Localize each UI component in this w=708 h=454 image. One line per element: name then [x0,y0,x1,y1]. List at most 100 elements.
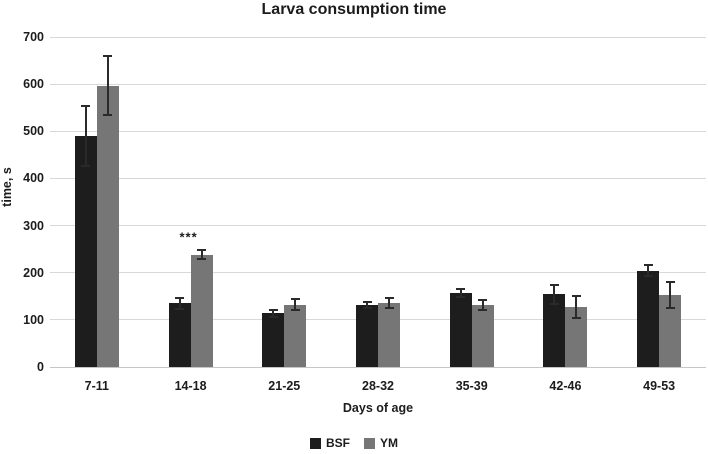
error-bar-cap-bottom [175,307,185,310]
error-bar-stem [481,299,484,312]
y-tick-label-0: 0 [37,359,44,374]
legend-swatch-bsf [310,437,321,449]
error-bar-cap-top [290,298,300,301]
y-tick-label-700: 700 [23,29,44,44]
gridline-700 [50,36,706,38]
x-axis-baseline [50,367,706,368]
gridline-300 [50,225,706,227]
bar-ym-14-18 [190,254,213,367]
error-bar-cap-bottom [456,296,466,299]
bar-bsf-35-39 [449,293,472,367]
bar-bsf-7-11 [74,136,97,367]
bar-ym-42-46 [565,307,588,367]
error-bar-cap-top [571,294,581,297]
bar-bsf-28-32 [356,305,378,367]
x-tick-label-28-32: 28-32 [362,379,394,393]
error-bar-cap-top [456,287,466,290]
legend-label-bsf: BSF [326,436,350,450]
error-bar-cap-top [103,55,113,58]
x-tick-label-21-25: 21-25 [268,379,301,393]
bar-ym-21-25 [284,304,307,367]
error-bar-cap-bottom [103,113,113,116]
error-bar-cap-bottom [643,275,653,278]
y-axis-ticks: 0 100 200 300 400 500 600 700 [0,31,44,373]
legend-item-bsf: BSF [310,437,350,449]
error-bar-ym-7-11 [103,55,113,116]
y-tick-label-100: 100 [23,312,44,327]
legend-swatch-ym [364,437,375,449]
y-tick-label-400: 400 [23,171,44,186]
error-bar-cap-bottom [549,303,559,306]
bar-ym-28-32 [378,302,400,367]
error-bar-bsf-7-11 [81,105,91,167]
error-bar-ym-35-39 [478,299,488,312]
error-bar-stem [106,55,109,116]
error-bar-stem [388,297,390,309]
error-bar-ym-21-25 [290,298,300,312]
error-bar-cap-bottom [478,309,488,312]
error-bar-bsf-42-46 [549,283,559,306]
y-tick-label-300: 300 [23,218,44,233]
error-bar-cap-bottom [290,309,300,312]
error-bar-cap-bottom [197,258,207,261]
bar-ym-35-39 [471,305,494,367]
error-bar-stem [553,283,556,306]
bar-bsf-42-46 [543,294,566,367]
bar-bsf-14-18 [168,303,191,367]
error-bar-bsf-49-53 [643,264,653,278]
y-tick-label-600: 600 [23,76,44,91]
bar-ym-49-53 [659,294,682,367]
error-bar-cap-top [665,280,675,283]
plot-area: *** [50,36,706,368]
x-tick-label-42-46: 42-46 [549,379,582,393]
error-bar-ym-14-18 [197,249,207,261]
legend-item-ym: YM [364,437,398,449]
error-bar-cap-top [197,249,207,252]
error-bar-cap-top [362,301,372,304]
bar-bsf-21-25 [262,313,285,367]
error-bar-ym-42-46 [571,294,581,320]
error-bar-stem [459,287,462,299]
error-bar-ym-49-53 [665,280,675,309]
error-bar-stem [84,105,87,167]
gridline-600 [50,83,706,85]
chart-title: Larva consumption time [261,1,447,18]
y-tick-label-500: 500 [23,124,44,139]
error-bar-cap-top [384,297,394,300]
error-bar-cap-top [643,264,653,267]
error-bar-cap-bottom [384,306,394,309]
gridline-500 [50,130,706,132]
x-tick-label-14-18: 14-18 [174,379,207,393]
error-bar-cap-bottom [81,164,91,167]
x-tick-label-49-53: 49-53 [643,379,676,393]
error-bar-cap-bottom [571,317,581,320]
gridline-200 [50,272,706,274]
error-bar-stem [200,249,203,261]
error-bar-cap-bottom [362,307,372,309]
error-bar-cap-bottom [268,315,278,318]
x-tick-label-35-39: 35-39 [455,379,488,393]
error-bar-stem [178,296,181,310]
error-bar-cap-top [268,308,278,311]
error-bar-stem [294,298,297,312]
x-tick-label-7-11: 7-11 [84,379,110,393]
error-bar-cap-top [81,105,91,108]
x-axis-title: Days of age [342,401,414,415]
error-bar-cap-top [478,299,488,302]
error-bar-bsf-35-39 [456,287,466,299]
significance-annotation-0: *** [179,229,198,245]
y-tick-label-200: 200 [23,265,44,280]
error-bar-bsf-28-32 [362,301,372,309]
error-bar-bsf-21-25 [268,308,278,318]
x-axis-ticks: 7-11 14-18 21-25 28-32 35-39 42-46 49-53 [50,379,706,395]
error-bar-cap-bottom [665,307,675,309]
bar-ym-7-11 [96,85,119,367]
error-bar-bsf-14-18 [175,296,185,310]
legend-label-ym: YM [380,436,398,450]
bar-bsf-49-53 [637,270,660,367]
error-bar-stem [366,301,368,309]
error-bar-stem [575,294,578,320]
chart-legend: BSF YM [0,437,708,449]
gridline-400 [50,177,706,179]
